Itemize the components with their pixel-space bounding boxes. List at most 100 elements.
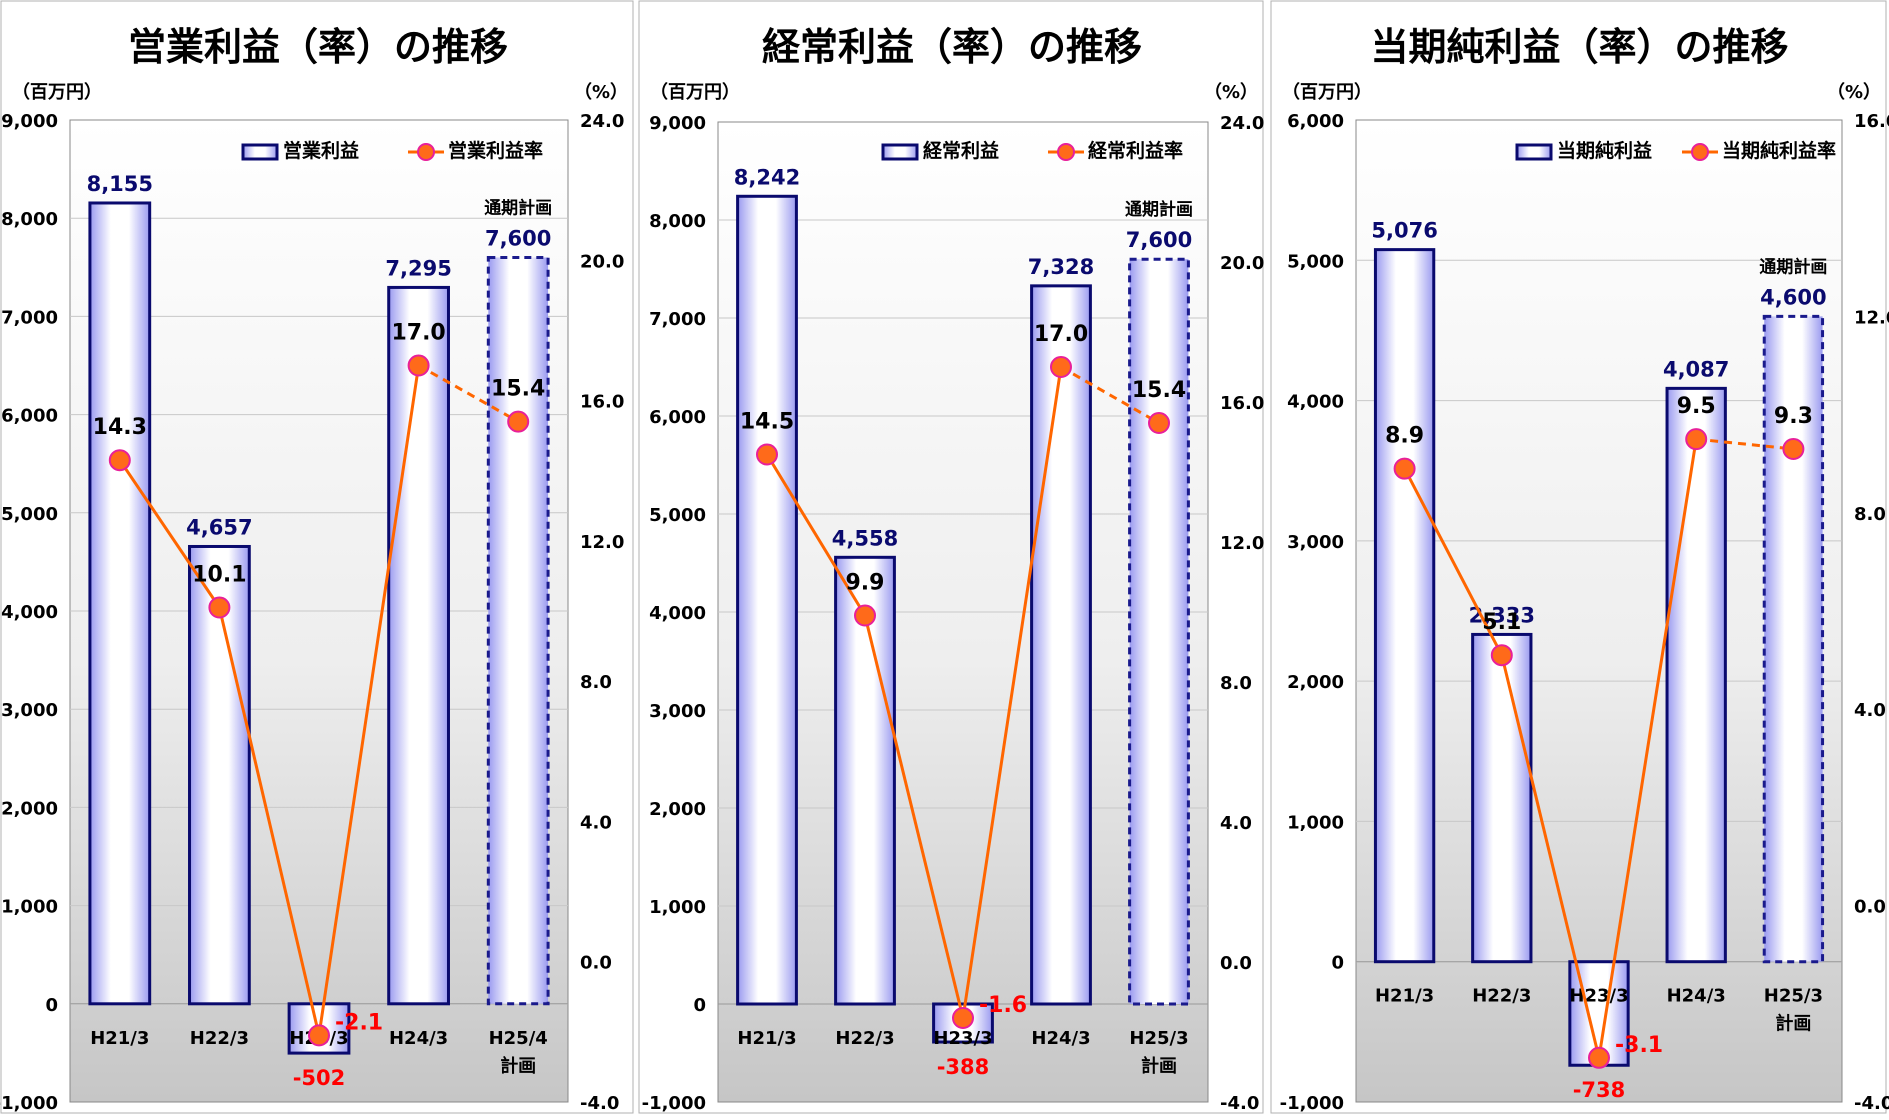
left-axis-unit: （百万円） [1282, 82, 1372, 103]
left-axis-tick-label: 7,000 [1, 307, 58, 328]
left-axis-tick-label: 1,000 [1, 897, 58, 918]
legend-line-label: 当期純利益率 [1722, 139, 1836, 162]
right-axis-tick-label: 12.0 [1854, 307, 1889, 328]
left-axis-tick-label: -1,000 [0, 1093, 58, 1114]
rate-line-segment [1696, 437, 1794, 451]
x-tick-label: H22/3 [835, 1028, 894, 1049]
rate-point [952, 1007, 974, 1029]
left-axis-unit: （百万円） [650, 82, 740, 103]
right-axis-unit: （%） [1827, 82, 1881, 103]
bar-plan [1128, 257, 1190, 1006]
rate-value-label: -2.1 [335, 1010, 383, 1035]
bar-value-label: 8,155 [87, 172, 153, 196]
rate-point [108, 449, 131, 472]
left-axis-tick-label: 2,000 [649, 799, 706, 820]
rate-value-label: 17.0 [1034, 322, 1088, 347]
bar-value-label: -502 [293, 1066, 346, 1090]
left-axis-tick-label: -1,000 [642, 1093, 706, 1114]
x-tick-label: H24/3 [1031, 1028, 1090, 1049]
rate-value-label: 8.9 [1385, 424, 1424, 449]
right-axis-tick-label: 4.0 [1220, 813, 1252, 834]
bar-value-label: 5,076 [1371, 219, 1437, 243]
x-tick-label: H21/3 [90, 1028, 149, 1049]
rate-value-label: 5.1 [1482, 610, 1521, 635]
bar-plan [1762, 314, 1825, 964]
rate-point [756, 443, 778, 466]
left-axis-tick-label: 4,000 [649, 603, 706, 624]
rate-value-label: 10.1 [192, 562, 246, 587]
right-axis-tick-label: -4.0 [1854, 1093, 1889, 1114]
left-axis-tick-label: 0 [693, 995, 706, 1016]
bar-plan [486, 255, 550, 1006]
right-axis-tick-label: 16.0 [1220, 393, 1264, 414]
left-axis-tick-label: 1,000 [649, 897, 706, 918]
x-tick-label: H21/3 [737, 1028, 796, 1049]
rate-line-segment [863, 615, 965, 1019]
rate-point [208, 596, 231, 619]
rate-point [1050, 356, 1072, 378]
right-axis-tick-label: 0.0 [1854, 897, 1886, 918]
rate-point [1588, 1046, 1610, 1069]
rate-value-label: 17.0 [391, 321, 445, 346]
bar-value-label: 4,087 [1663, 357, 1729, 381]
bar-value-label: 4,558 [832, 526, 898, 550]
x-tick-label: H21/3 [1375, 986, 1434, 1007]
right-axis-tick-label: 4.0 [580, 812, 612, 833]
rate-line-segment [1060, 365, 1160, 425]
bar-value-label: 7,328 [1028, 255, 1094, 279]
right-axis-tick-label: 16.0 [580, 392, 624, 413]
plan-label: 通期計画 [1759, 256, 1827, 277]
bar-value-label: 7,600 [1126, 228, 1192, 252]
bar-value-label: 7,600 [485, 226, 551, 250]
bar [387, 285, 450, 1006]
rate-point [1490, 644, 1513, 667]
left-axis-tick-label: 3,000 [649, 701, 706, 722]
rate-line-segment [1597, 438, 1698, 1059]
bar [834, 555, 896, 1006]
bar-value-label: 4,600 [1760, 285, 1826, 309]
bar-value-label: -388 [937, 1055, 990, 1079]
x-tick-label: H23/3 [933, 1028, 992, 1049]
left-axis-tick-label: 5,000 [1287, 251, 1344, 272]
legend-marker [1691, 143, 1709, 161]
left-axis-unit: （百万円） [12, 82, 102, 103]
legend-line-label: 営業利益率 [448, 139, 543, 162]
rate-value-label: 9.9 [846, 571, 885, 596]
rate-line-segment [118, 459, 221, 609]
plot-area [1355, 119, 1843, 1103]
left-axis-tick-label: 3,000 [1287, 532, 1344, 553]
right-axis-tick-label: 8.0 [1854, 504, 1886, 525]
right-axis-tick-label: 12.0 [580, 532, 624, 553]
right-axis-tick-label: 0.0 [1220, 953, 1252, 974]
bar [1373, 248, 1436, 964]
x-tick-label: 計画 [500, 1055, 536, 1077]
x-tick-label: H24/3 [1667, 986, 1726, 1007]
rate-point [854, 604, 876, 627]
rate-line-segment [961, 366, 1063, 1019]
plan-label: 通期計画 [484, 197, 552, 218]
right-axis-tick-label: -4.0 [1220, 1093, 1259, 1114]
rate-value-label: 9.5 [1677, 394, 1716, 419]
x-tick-label: 計画 [1141, 1055, 1177, 1077]
x-tick-label: H23/3 [1569, 986, 1628, 1007]
rate-value-label: 14.3 [93, 415, 147, 440]
right-axis-tick-label: 16.0 [1854, 111, 1889, 132]
rate-value-label: -1.6 [979, 993, 1027, 1018]
legend-bar-swatch [1515, 143, 1553, 161]
rate-point [1393, 457, 1416, 480]
left-axis-tick-label: 2,000 [1, 798, 58, 819]
bar-value-label: 8,242 [734, 165, 800, 189]
bar [736, 194, 798, 1006]
rate-line-segment [1500, 654, 1601, 1059]
left-axis-tick-label: 5,000 [1, 504, 58, 525]
rate-value-label: 14.5 [740, 410, 794, 435]
left-axis-tick-label: 4,000 [1287, 392, 1344, 413]
left-axis-tick-label: 0 [45, 995, 58, 1016]
left-axis-tick-label: 7,000 [649, 309, 706, 330]
right-axis-tick-label: 8.0 [580, 672, 612, 693]
right-axis-tick-label: 8.0 [1220, 673, 1252, 694]
rate-line-segment [317, 365, 421, 1036]
left-axis-tick-label: 3,000 [1, 700, 58, 721]
